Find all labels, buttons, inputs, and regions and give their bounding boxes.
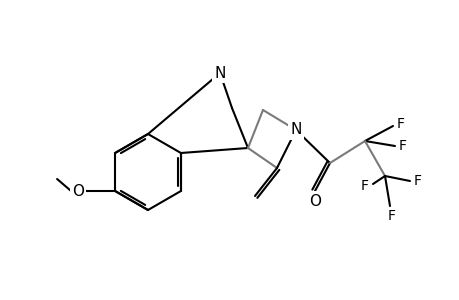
Text: N: N — [290, 122, 301, 137]
Text: F: F — [398, 139, 406, 153]
Text: N: N — [214, 65, 225, 80]
Text: F: F — [396, 117, 404, 131]
Text: F: F — [387, 209, 395, 223]
Text: O: O — [72, 184, 84, 199]
Text: O: O — [308, 194, 320, 208]
Text: F: F — [360, 179, 368, 193]
Text: F: F — [413, 174, 421, 188]
